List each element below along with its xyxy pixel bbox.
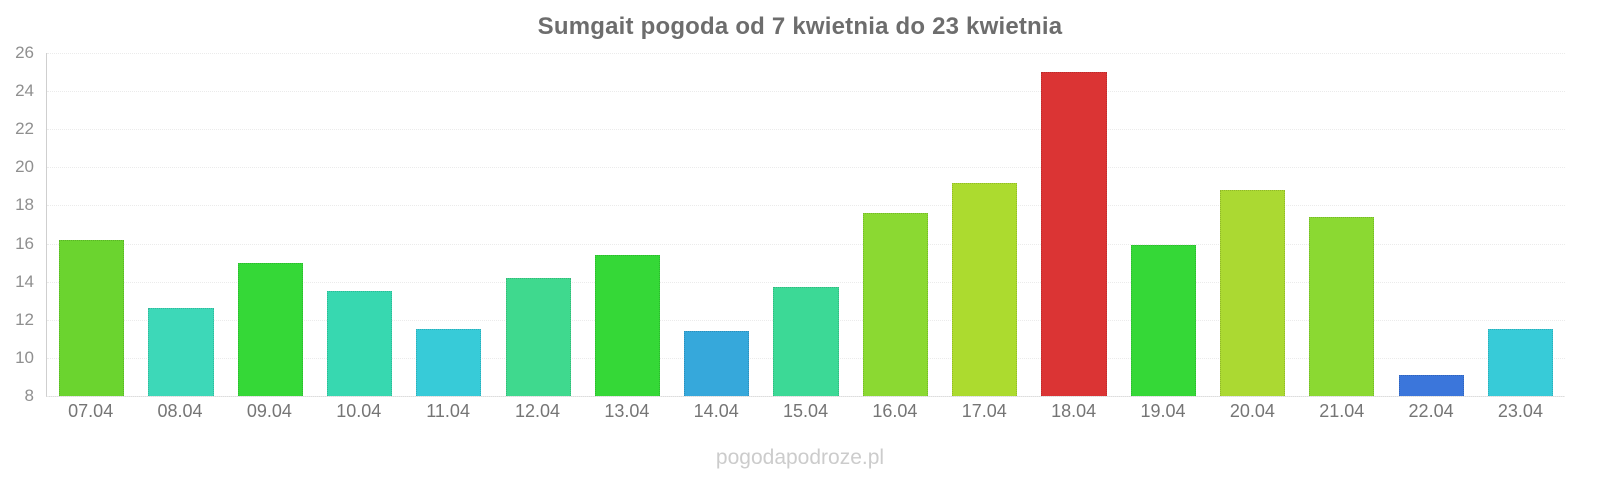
bar-21.04[interactable] <box>1309 216 1375 396</box>
bar-12.04[interactable] <box>505 277 571 396</box>
x-tick-label: 20.04 <box>1229 401 1275 421</box>
bar-column <box>47 53 136 396</box>
gridline <box>47 53 1565 54</box>
bar-column <box>851 53 940 396</box>
x-tick-label: 11.04 <box>426 401 470 421</box>
bar-07.04[interactable] <box>59 239 125 396</box>
bar-15.04[interactable] <box>773 287 839 396</box>
bar-column <box>404 53 493 396</box>
bar-column <box>1386 53 1475 396</box>
plot-area <box>46 53 1565 397</box>
bar-17.04[interactable] <box>952 182 1018 396</box>
bar-08.04[interactable] <box>148 308 214 396</box>
x-tick-label: 16.04 <box>872 401 918 421</box>
y-tick-label: 20 <box>15 157 34 177</box>
y-tick-label: 16 <box>15 233 34 253</box>
y-tick-label: 10 <box>15 347 34 367</box>
bar-column <box>226 53 315 396</box>
x-tick-label: 21.04 <box>1319 401 1365 421</box>
x-tick-label: 09.04 <box>246 401 292 421</box>
bar-column <box>1476 53 1565 396</box>
y-tick-label: 22 <box>15 119 34 139</box>
bar-13.04[interactable] <box>594 255 661 396</box>
x-tick-label: 14.04 <box>693 401 739 421</box>
x-tick-label: 08.04 <box>157 401 203 421</box>
bar-column <box>583 53 672 396</box>
x-tick-label: 23.04 <box>1497 401 1543 421</box>
x-tick-label: 18.04 <box>1051 401 1097 421</box>
bars <box>47 53 1565 396</box>
y-tick-label: 18 <box>15 195 34 215</box>
bar-16.04[interactable] <box>862 213 928 396</box>
bar-11.04[interactable] <box>416 329 482 396</box>
gridline <box>47 129 1565 131</box>
bar-column <box>761 53 850 396</box>
gridline <box>47 243 1565 245</box>
y-tick-label: 8 <box>24 386 34 405</box>
bar-column <box>493 53 582 396</box>
x-tick-label: 22.04 <box>1408 401 1454 421</box>
bar-10.04[interactable] <box>326 291 393 396</box>
bar-23.04[interactable] <box>1487 329 1553 396</box>
bar-19.04[interactable] <box>1130 245 1196 396</box>
y-tick-label: 14 <box>15 271 34 291</box>
bar-22.04[interactable] <box>1398 375 1464 396</box>
bar-column <box>1208 53 1297 396</box>
x-tick-label: 17.04 <box>961 401 1007 421</box>
x-tick-label: 10.04 <box>336 401 382 421</box>
gridline <box>47 205 1565 207</box>
y-tick-label: 12 <box>15 309 34 329</box>
bar-column <box>315 53 404 396</box>
bar-column <box>940 53 1029 396</box>
gridline <box>47 167 1565 169</box>
x-tick-label: 19.04 <box>1140 401 1186 421</box>
watermark: pogodapodroze.pl <box>715 446 885 469</box>
bar-column <box>136 53 225 396</box>
x-tick-label: 07.04 <box>68 401 114 421</box>
x-axis: 07.04 08.04 09.04 10.04 11.04 12.04 13.04 14.04… <box>46 401 1565 422</box>
bar-column <box>1119 53 1208 396</box>
bar-09.04[interactable] <box>237 262 303 396</box>
y-tick-label: 26 <box>15 43 34 62</box>
bar-18.04[interactable] <box>1041 72 1107 396</box>
bar-column <box>672 53 761 396</box>
bar-column <box>1297 53 1386 396</box>
chart-title: Sumgait pogoda od 7 kwietnia do 23 kwiet… <box>537 13 1063 40</box>
gridline <box>47 396 1565 397</box>
gridline <box>47 91 1565 93</box>
bar-20.04[interactable] <box>1219 190 1286 396</box>
x-tick-label: 13.04 <box>604 401 650 421</box>
y-axis: 26 24 22 20 18 16 14 12 10 8 <box>0 43 38 405</box>
gridline <box>47 281 1565 283</box>
x-tick-label: 12.04 <box>514 401 560 421</box>
bar-14.04[interactable] <box>684 331 750 396</box>
bar-column <box>1029 53 1118 396</box>
y-tick-label: 24 <box>15 81 34 101</box>
x-tick-label: 15.04 <box>783 401 829 421</box>
